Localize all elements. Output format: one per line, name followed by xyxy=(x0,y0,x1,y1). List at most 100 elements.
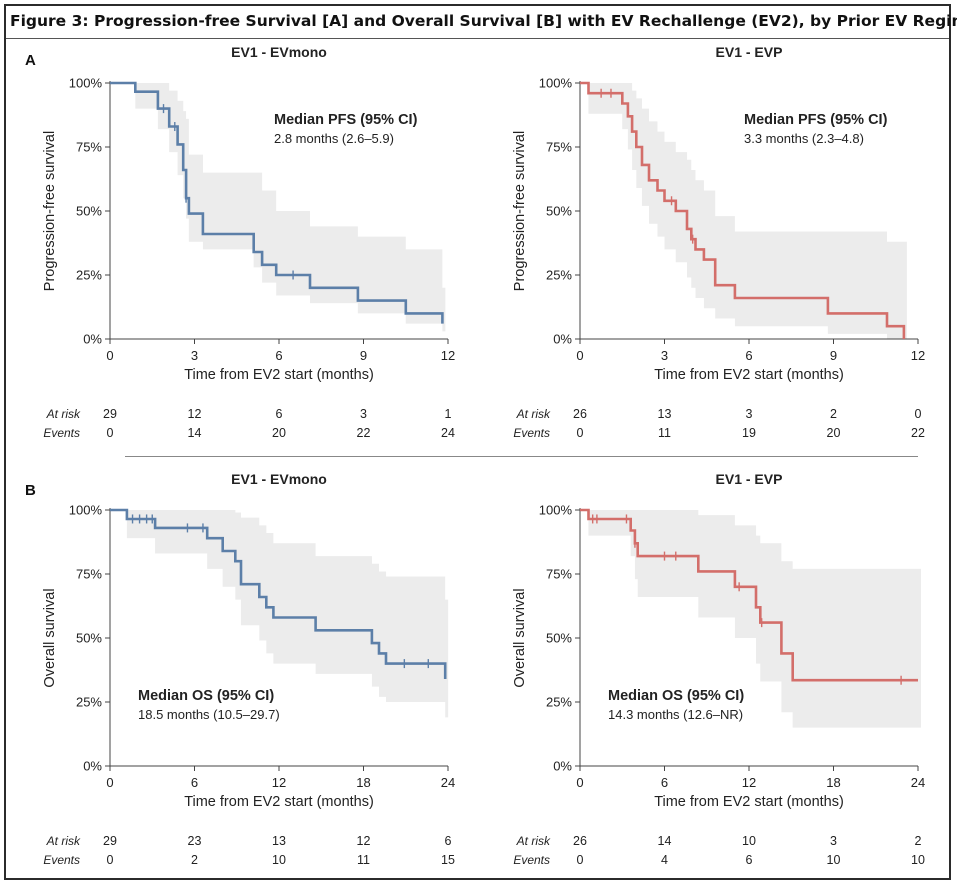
pfs-evp-at-risk-value: 26 xyxy=(573,407,587,421)
pfs-evp-ytick-label: 50% xyxy=(546,204,572,219)
os-mono-at-risk-value: 23 xyxy=(188,834,202,848)
pfs-mono-median-heading: Median PFS (95% CI) xyxy=(274,112,418,128)
os-evp-events-value: 10 xyxy=(827,853,841,867)
pfs-mono-at-risk-value: 12 xyxy=(188,407,202,421)
os-evp-ytick-label: 25% xyxy=(546,695,572,710)
os-mono-events-value: 0 xyxy=(107,853,114,867)
pfs-mono-events-value: 0 xyxy=(107,426,114,440)
pfs-evp-xtick-label: 12 xyxy=(911,348,925,363)
pfs-evp-at-risk-label: At risk xyxy=(516,407,551,421)
os-mono-xtick-label: 18 xyxy=(356,775,370,790)
os-evp-km-curve xyxy=(580,508,918,682)
os-evp-ytick-label: 0% xyxy=(553,759,572,774)
pfs-evp-ci-band xyxy=(580,83,907,339)
pfs-mono-at-risk-value: 1 xyxy=(445,407,452,421)
pfs-mono-km-curve xyxy=(110,81,444,324)
pfs-evp-xtick-label: 9 xyxy=(830,348,837,363)
os-evp-ytick-label: 75% xyxy=(546,567,572,582)
pfs-mono-xtick-label: 6 xyxy=(275,348,282,363)
os-evp-ci-band xyxy=(580,510,921,728)
os-evp-y-axis-title: Overall survival xyxy=(512,588,528,687)
os-mono-at-risk-value: 12 xyxy=(357,834,371,848)
os-mono-ytick-label: 100% xyxy=(69,503,103,518)
pfs-evp-ytick-label: 100% xyxy=(539,76,573,91)
os-mono-events-value: 2 xyxy=(191,853,198,867)
pfs-mono-events-value: 20 xyxy=(272,426,286,440)
pfs-evp-events-value: 0 xyxy=(577,426,584,440)
pfs-evp-median-heading: Median PFS (95% CI) xyxy=(744,112,888,128)
pfs-mono-y-axis-title: Progression-free survival xyxy=(42,131,58,291)
pfs-mono-events-label: Events xyxy=(43,426,80,440)
pfs-evp-x-axis-title: Time from EV2 start (months) xyxy=(654,367,844,383)
pfs-evp-events-value: 20 xyxy=(827,426,841,440)
pfs-mono-at-risk-value: 29 xyxy=(103,407,117,421)
os-evp-at-risk-value: 26 xyxy=(573,834,587,848)
panel-a-label: A xyxy=(25,52,36,69)
os-mono-xtick-label: 6 xyxy=(191,775,198,790)
os-mono-ytick-label: 75% xyxy=(76,567,102,582)
pfs-evp-at-risk-value: 3 xyxy=(746,407,753,421)
os-evp-xtick-label: 24 xyxy=(911,775,925,790)
os-evp-x-axis-title: Time from EV2 start (months) xyxy=(654,794,844,810)
pfs-mono-at-risk-value: 6 xyxy=(276,407,283,421)
os-mono-xtick-label: 24 xyxy=(441,775,455,790)
os-mono-km-curve xyxy=(110,508,447,679)
figure-frame xyxy=(4,4,951,880)
pfs-mono-ytick-label: 0% xyxy=(83,332,102,347)
pfs-mono-xtick-label: 0 xyxy=(106,348,113,363)
os-mono-ytick-label: 25% xyxy=(76,695,102,710)
os-mono-events-value: 15 xyxy=(441,853,455,867)
os-mono-ytick-label: 50% xyxy=(76,631,102,646)
os-evp-at-risk-label: At risk xyxy=(516,834,551,848)
pfs-mono-xtick-label: 9 xyxy=(360,348,367,363)
os-mono-at-risk-label: At risk xyxy=(46,834,81,848)
os-mono-events-value: 11 xyxy=(357,853,370,867)
os-mono-median-heading: Median OS (95% CI) xyxy=(138,688,274,704)
pfs-evp-y-axis-title: Progression-free survival xyxy=(512,131,528,291)
os-evp-xtick-label: 6 xyxy=(661,775,668,790)
pfs-mono-ci-band xyxy=(110,83,446,332)
os-evp-events-value: 10 xyxy=(911,853,925,867)
pfs-evp-events-label: Events xyxy=(513,426,550,440)
pfs-mono-events-value: 14 xyxy=(188,426,202,440)
pfs-evp-subtitle: EV1 - EVP xyxy=(716,44,783,60)
pfs-mono-xtick-label: 3 xyxy=(191,348,198,363)
pfs-mono-at-risk-label: At risk xyxy=(46,407,81,421)
pfs-mono-x-axis-title: Time from EV2 start (months) xyxy=(184,367,374,383)
os-evp-at-risk-value: 3 xyxy=(830,834,837,848)
pfs-mono-median-value: 2.8 months (2.6–5.9) xyxy=(274,131,394,146)
os-mono-ytick-label: 0% xyxy=(83,759,102,774)
os-evp-xtick-label: 0 xyxy=(576,775,583,790)
pfs-evp-at-risk-value: 0 xyxy=(915,407,922,421)
pfs-evp-at-risk-value: 13 xyxy=(658,407,672,421)
os-evp-ytick-label: 50% xyxy=(546,631,572,646)
os-evp-at-risk-value: 2 xyxy=(915,834,922,848)
os-mono-at-risk-value: 13 xyxy=(272,834,286,848)
pfs-mono-ytick-label: 75% xyxy=(76,140,102,155)
pfs-evp-xtick-label: 0 xyxy=(576,348,583,363)
pfs-evp-ytick-label: 75% xyxy=(546,140,572,155)
os-mono-y-axis-title: Overall survival xyxy=(42,588,58,687)
pfs-evp-km-curve xyxy=(580,81,906,339)
pfs-evp-events-value: 22 xyxy=(911,426,925,440)
pfs-mono-events-value: 22 xyxy=(357,426,371,440)
os-mono-subtitle: EV1 - EVmono xyxy=(231,471,327,487)
panel-b-label: B xyxy=(25,482,36,499)
os-mono-at-risk-value: 29 xyxy=(103,834,117,848)
figure-title: Figure 3: Progression-free Survival [A] … xyxy=(10,12,957,30)
pfs-evp-at-risk-value: 2 xyxy=(830,407,837,421)
pfs-mono-events-value: 24 xyxy=(441,426,455,440)
os-mono-xtick-label: 12 xyxy=(272,775,286,790)
os-mono-median-value: 18.5 months (10.5–29.7) xyxy=(138,707,280,722)
pfs-evp-events-value: 11 xyxy=(658,426,671,440)
os-mono-xtick-label: 0 xyxy=(106,775,113,790)
os-evp-median-heading: Median OS (95% CI) xyxy=(608,688,744,704)
os-evp-at-risk-value: 10 xyxy=(742,834,756,848)
os-evp-xtick-label: 12 xyxy=(742,775,756,790)
os-evp-events-value: 0 xyxy=(577,853,584,867)
pfs-evp-events-value: 19 xyxy=(742,426,756,440)
pfs-evp-xtick-label: 3 xyxy=(661,348,668,363)
pfs-evp-ytick-label: 25% xyxy=(546,268,572,283)
pfs-mono-ytick-label: 25% xyxy=(76,268,102,283)
os-evp-ytick-label: 100% xyxy=(539,503,573,518)
